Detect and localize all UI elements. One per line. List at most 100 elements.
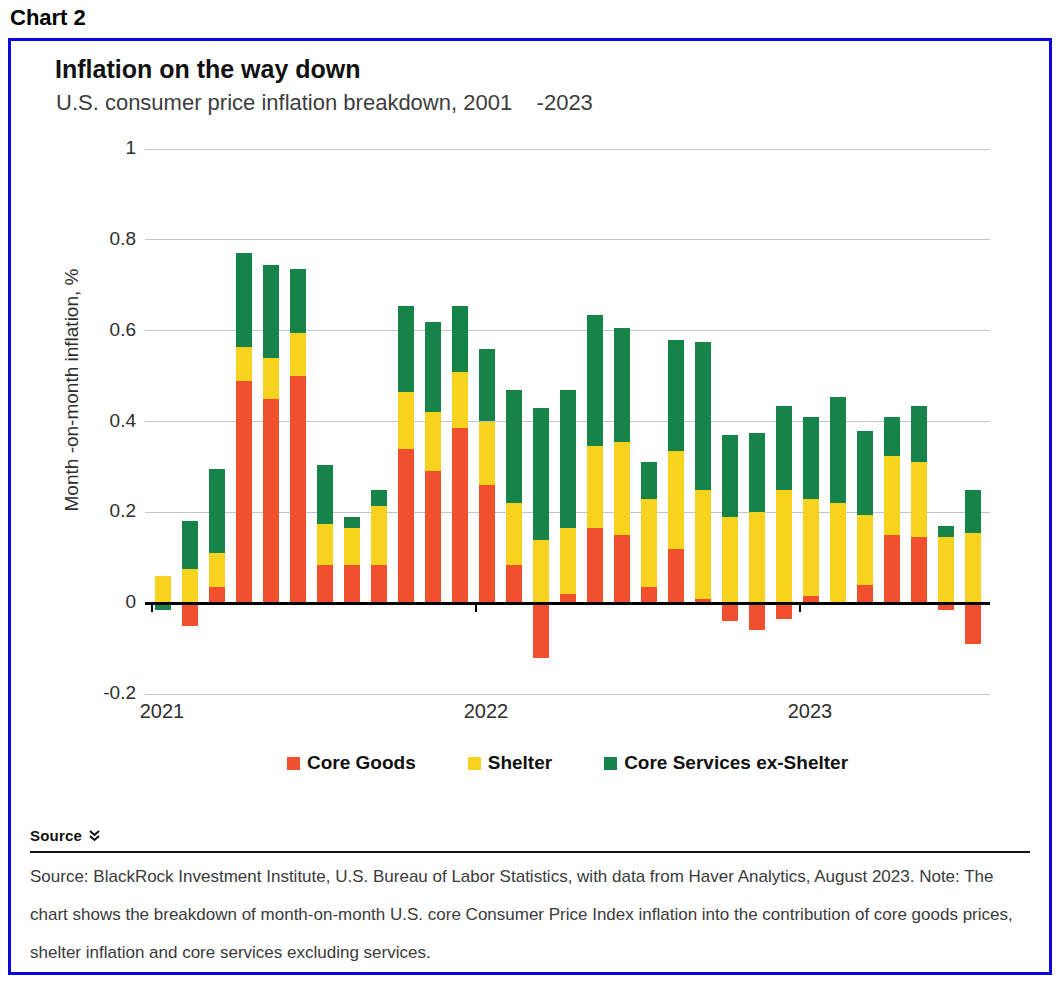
bar-segment-core-services-ex-shelter-2022-11 — [749, 433, 765, 512]
bar-segment-core-services-ex-shelter-2022-10 — [722, 435, 738, 517]
gridline — [145, 694, 990, 695]
bar-segment-core-goods-2022-11 — [749, 603, 765, 630]
source-note-text: Source: BlackRock Investment Institute, … — [30, 858, 1035, 972]
bar-segment-shelter-2021-09 — [371, 506, 387, 565]
bar-segment-core-services-ex-shelter-2021-10 — [398, 306, 414, 392]
bar-segment-core-goods-2023-05 — [911, 537, 927, 603]
bar-segment-core-services-ex-shelter-2021-03 — [209, 469, 225, 553]
bar-segment-core-services-ex-shelter-2021-04 — [236, 253, 252, 346]
legend-item-shelter: Shelter — [468, 752, 552, 774]
chart-label: Chart 2 — [10, 5, 86, 31]
bar-segment-shelter-2022-10 — [722, 517, 738, 603]
bar-segment-shelter-2023-01 — [803, 499, 819, 597]
source-divider — [30, 851, 1030, 853]
bar-segment-core-services-ex-shelter-2023-02 — [830, 397, 846, 504]
bar-segment-core-services-ex-shelter-2021-08 — [344, 517, 360, 528]
bar-segment-core-services-ex-shelter-2022-03 — [533, 408, 549, 540]
legend-swatch-icon — [287, 757, 300, 770]
bar-segment-core-services-ex-shelter-2021-12 — [452, 306, 468, 372]
bar-segment-shelter-2021-05 — [263, 358, 279, 399]
bar-segment-core-goods-2022-05 — [587, 528, 603, 603]
x-axis-tick — [799, 604, 801, 612]
bar-segment-core-goods-2022-10 — [722, 603, 738, 621]
bar-segment-shelter-2021-03 — [209, 553, 225, 587]
legend-swatch-icon — [604, 757, 617, 770]
source-toggle-label: Source — [30, 827, 82, 844]
bar-segment-shelter-2023-03 — [857, 515, 873, 585]
bar-segment-core-services-ex-shelter-2022-09 — [695, 342, 711, 490]
bar-segment-shelter-2022-09 — [695, 490, 711, 599]
x-tick-label-2022: 2022 — [446, 700, 526, 723]
plot-area — [145, 149, 990, 694]
bar-segment-shelter-2022-05 — [587, 446, 603, 528]
bar-segment-core-goods-2022-02 — [506, 565, 522, 604]
bar-segment-core-services-ex-shelter-2022-02 — [506, 390, 522, 504]
page: Chart 2 Inflation on the way down U.S. c… — [0, 0, 1060, 984]
bar-segment-core-services-ex-shelter-2022-08 — [668, 340, 684, 451]
bar-segment-core-services-ex-shelter-2022-06 — [614, 328, 630, 442]
bar-segment-core-goods-2023-03 — [857, 585, 873, 603]
bar-segment-core-services-ex-shelter-2021-07 — [317, 465, 333, 524]
bar-segment-shelter-2021-06 — [290, 333, 306, 376]
bar-segment-core-services-ex-shelter-2021-09 — [371, 490, 387, 506]
bar-segment-core-services-ex-shelter-2022-05 — [587, 315, 603, 447]
y-tick-label-0.6: 0.6 — [90, 319, 136, 341]
bar-segment-core-services-ex-shelter-2023-01 — [803, 417, 819, 499]
bar-segment-core-goods-2021-08 — [344, 565, 360, 604]
bar-segment-core-services-ex-shelter-2023-04 — [884, 417, 900, 456]
bar-segment-core-goods-2022-08 — [668, 549, 684, 604]
legend-swatch-icon — [468, 757, 481, 770]
bar-segment-core-goods-2023-04 — [884, 535, 900, 603]
bar-segment-core-goods-2021-07 — [317, 565, 333, 604]
bar-segment-shelter-2021-12 — [452, 372, 468, 429]
bar-segment-shelter-2022-07 — [641, 499, 657, 588]
bar-segment-shelter-2021-07 — [317, 524, 333, 565]
legend-item-core-services-ex-shelter: Core Services ex-Shelter — [604, 752, 848, 774]
source-toggle[interactable]: Source — [30, 827, 101, 844]
x-axis-tick — [475, 604, 477, 612]
bar-segment-shelter-2022-12 — [776, 490, 792, 604]
bar-segment-core-services-ex-shelter-2021-06 — [290, 269, 306, 333]
bar-segment-shelter-2022-08 — [668, 451, 684, 549]
bar-segment-core-goods-2021-11 — [425, 471, 441, 603]
chart-subtitle: U.S. consumer price inflation breakdown,… — [56, 90, 593, 116]
bar-segment-core-services-ex-shelter-2021-05 — [263, 265, 279, 358]
bar-segment-core-goods-2021-04 — [236, 381, 252, 604]
y-tick-label-1: 1 — [90, 137, 136, 159]
x-axis-line — [145, 602, 990, 605]
chart-title: Inflation on the way down — [55, 55, 361, 84]
legend-label: Shelter — [488, 752, 552, 774]
bar-segment-core-goods-2021-06 — [290, 376, 306, 603]
bar-segment-shelter-2021-10 — [398, 392, 414, 449]
bar-segment-core-services-ex-shelter-2023-06 — [938, 526, 954, 537]
bar-segment-core-services-ex-shelter-2023-03 — [857, 431, 873, 515]
bar-segment-core-services-ex-shelter-2022-12 — [776, 406, 792, 490]
bar-segment-shelter-2022-06 — [614, 442, 630, 535]
double-chevron-down-icon — [88, 829, 101, 843]
bar-segment-core-services-ex-shelter-2021-11 — [425, 322, 441, 413]
bar-segment-shelter-2021-01 — [155, 576, 171, 603]
gridline — [145, 239, 990, 240]
bar-segment-shelter-2023-05 — [911, 462, 927, 537]
bar-segment-core-goods-2023-07 — [965, 603, 981, 644]
bar-segment-shelter-2022-01 — [479, 422, 495, 486]
bar-segment-core-services-ex-shelter-2021-02 — [182, 521, 198, 569]
bar-segment-shelter-2022-02 — [506, 503, 522, 564]
bar-segment-core-goods-2022-03 — [533, 603, 549, 658]
bar-segment-core-goods-2021-02 — [182, 603, 198, 626]
bar-segment-core-services-ex-shelter-2023-07 — [965, 490, 981, 533]
bar-segment-shelter-2023-07 — [965, 533, 981, 603]
y-tick-label-0.4: 0.4 — [90, 410, 136, 432]
bar-segment-core-goods-2022-12 — [776, 603, 792, 619]
legend-label: Core Goods — [307, 752, 416, 774]
y-tick-label-0: 0 — [90, 591, 136, 613]
bar-segment-shelter-2021-04 — [236, 347, 252, 381]
bar-segment-shelter-2023-06 — [938, 537, 954, 603]
legend-label: Core Services ex-Shelter — [624, 752, 848, 774]
bar-segment-core-goods-2021-12 — [452, 428, 468, 603]
bar-segment-core-services-ex-shelter-2023-05 — [911, 406, 927, 463]
legend: Core Goods Shelter Core Services ex-Shelte… — [145, 752, 990, 774]
bar-segment-core-services-ex-shelter-2022-07 — [641, 462, 657, 498]
bar-segment-shelter-2022-11 — [749, 512, 765, 603]
bar-segment-shelter-2023-04 — [884, 456, 900, 535]
